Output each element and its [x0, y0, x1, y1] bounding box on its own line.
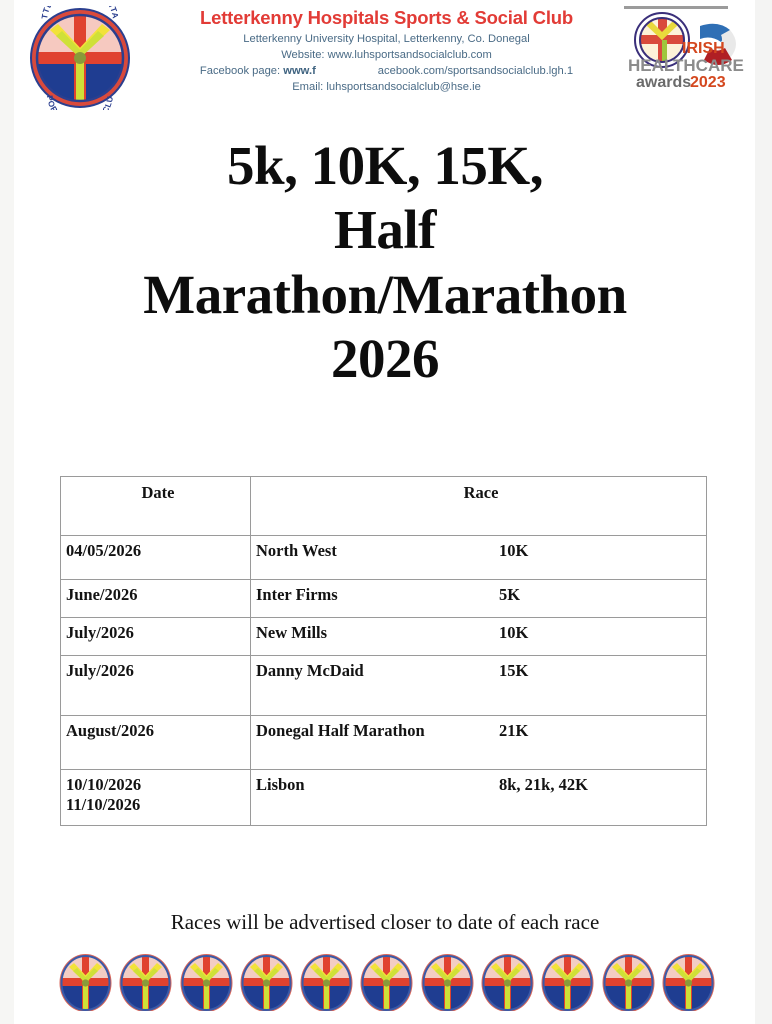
- club-crest-icon: [419, 953, 476, 1011]
- race-cell-wrapper: North West 10K: [256, 541, 706, 561]
- race-cell-wrapper: New Mills 10K: [256, 623, 706, 643]
- svg-text:awards: awards: [636, 74, 691, 91]
- facebook-url-bold: www.f: [283, 64, 316, 77]
- scan-edge-left: [0, 0, 14, 1024]
- club-crest-icon: [238, 953, 295, 1011]
- scan-edge-right: [755, 0, 772, 1024]
- column-header-race: Race: [250, 476, 707, 536]
- race-schedule-table: Date Race 04/05/2026 North West 10K June…: [60, 476, 707, 826]
- column-header-date: Date: [60, 476, 251, 536]
- poster-title: 5k, 10K, 15K, Half Marathon/Marathon 202…: [60, 134, 710, 391]
- race-name: North West: [256, 541, 337, 560]
- cell-race: Inter Firms 5K: [250, 579, 707, 618]
- poster-title-line-4: 2026: [331, 328, 440, 390]
- cell-date: July/2026: [60, 617, 251, 656]
- organisation-website: Website: www.luhsportsandsocialclub.com: [281, 49, 492, 62]
- race-date-second-line: 11/10/2026: [66, 795, 141, 815]
- race-name: New Mills: [256, 623, 328, 642]
- table-header-row: Date Race: [60, 476, 707, 536]
- cell-race: Donegal Half Marathon 21K: [250, 715, 707, 770]
- race-name: Inter Firms: [256, 585, 338, 604]
- race-distance: 10K: [499, 541, 529, 560]
- svg-text:IRISH: IRISH: [682, 40, 725, 57]
- table-row: June/2026 Inter Firms 5K: [60, 579, 707, 618]
- race-date: 04/05/2026: [66, 541, 142, 560]
- cell-race: New Mills 10K: [250, 617, 707, 656]
- race-name: Lisbon: [256, 775, 305, 794]
- cell-date: June/2026: [60, 579, 251, 618]
- race-distance: 10K: [499, 623, 529, 642]
- header-text-block: Letterkenny Hospitals Sports & Social Cl…: [159, 6, 614, 96]
- club-crest-icon: [660, 953, 717, 1011]
- table-body: 04/05/2026 North West 10K June/2026 Inte…: [60, 535, 707, 826]
- facebook-url-rest: acebook.com/sportsandsocialclub.lgh.1: [377, 64, 574, 77]
- race-cell-wrapper: Danny McDaid 15K: [256, 661, 706, 681]
- race-distance: 8k, 21k, 42K: [499, 775, 588, 794]
- race-name: Danny McDaid: [256, 661, 364, 680]
- svg-text:2023: 2023: [690, 74, 726, 91]
- race-distance: 5K: [499, 585, 521, 604]
- table-row: 04/05/2026 North West 10K: [60, 535, 707, 580]
- cell-date: August/2026: [60, 715, 251, 770]
- race-date: June/2026: [66, 585, 138, 604]
- race-cell-wrapper: Lisbon 8k, 21k, 42K: [256, 775, 706, 795]
- letterhead-header: LETTERKENNY HOSPITALS SPORTS & SOCIAL CL…: [14, 0, 755, 115]
- cell-race: Danny McDaid 15K: [250, 655, 707, 716]
- poster-title-line-3: Marathon/Marathon: [143, 263, 627, 325]
- race-date: 10/10/2026: [66, 775, 142, 794]
- cell-date: July/2026: [60, 655, 251, 716]
- cell-race: North West 10K: [250, 535, 707, 580]
- race-date: August/2026: [66, 721, 155, 740]
- cell-date: 04/05/2026: [60, 535, 251, 580]
- club-crest-icon: [298, 953, 355, 1011]
- organisation-address: Letterkenny University Hospital, Letterk…: [243, 33, 530, 46]
- table-row: 10/10/2026 11/10/2026 Lisbon 8k, 21k, 42…: [60, 769, 707, 826]
- club-crest-icon: [539, 953, 596, 1011]
- race-cell-wrapper: Donegal Half Marathon 21K: [256, 721, 706, 741]
- race-date: July/2026: [66, 661, 134, 680]
- organisation-facebook: Facebook page: www.f acebook.com/sportsan…: [159, 64, 614, 80]
- race-distance: 21K: [499, 721, 529, 740]
- poster-title-line-2: Half: [334, 199, 436, 261]
- club-crest-logo: LETTERKENNY HOSPITALS SPORTS & SOCIAL CL…: [26, 6, 134, 110]
- race-name: Donegal Half Marathon: [256, 721, 425, 740]
- footer-logo-strip: [57, 953, 717, 1011]
- cell-date: 10/10/2026 11/10/2026: [60, 769, 251, 826]
- club-crest-icon: [178, 953, 235, 1011]
- table-row: July/2026 New Mills 10K: [60, 617, 707, 656]
- organisation-title: Letterkenny Hospitals Sports & Social Cl…: [200, 7, 573, 28]
- race-distance: 15K: [499, 661, 529, 680]
- club-crest-icon: [117, 953, 174, 1011]
- table-row: July/2026 Danny McDaid 15K: [60, 655, 707, 716]
- race-cell-wrapper: Inter Firms 5K: [256, 585, 706, 605]
- club-crest-icon: [57, 953, 114, 1011]
- club-crest-icon: [479, 953, 536, 1011]
- cell-race: Lisbon 8k, 21k, 42K: [250, 769, 707, 826]
- footer-note: Races will be advertised closer to date …: [170, 910, 600, 934]
- facebook-label: Facebook page:: [199, 64, 281, 77]
- race-date: July/2026: [66, 623, 134, 642]
- club-crest-icon: [358, 953, 415, 1011]
- organisation-email: Email: luhsportsandsocialclub@hse.ie: [292, 80, 481, 93]
- irish-healthcare-awards-badge: IRISH HEALTHCARE awards 2023: [622, 4, 744, 92]
- table-header: Date Race: [60, 476, 707, 536]
- table-row: August/2026 Donegal Half Marathon 21K: [60, 715, 707, 770]
- poster-title-line-1: 5k, 10K, 15K,: [227, 135, 543, 196]
- club-crest-icon: [600, 953, 657, 1011]
- svg-text:HEALTHCARE: HEALTHCARE: [628, 56, 744, 75]
